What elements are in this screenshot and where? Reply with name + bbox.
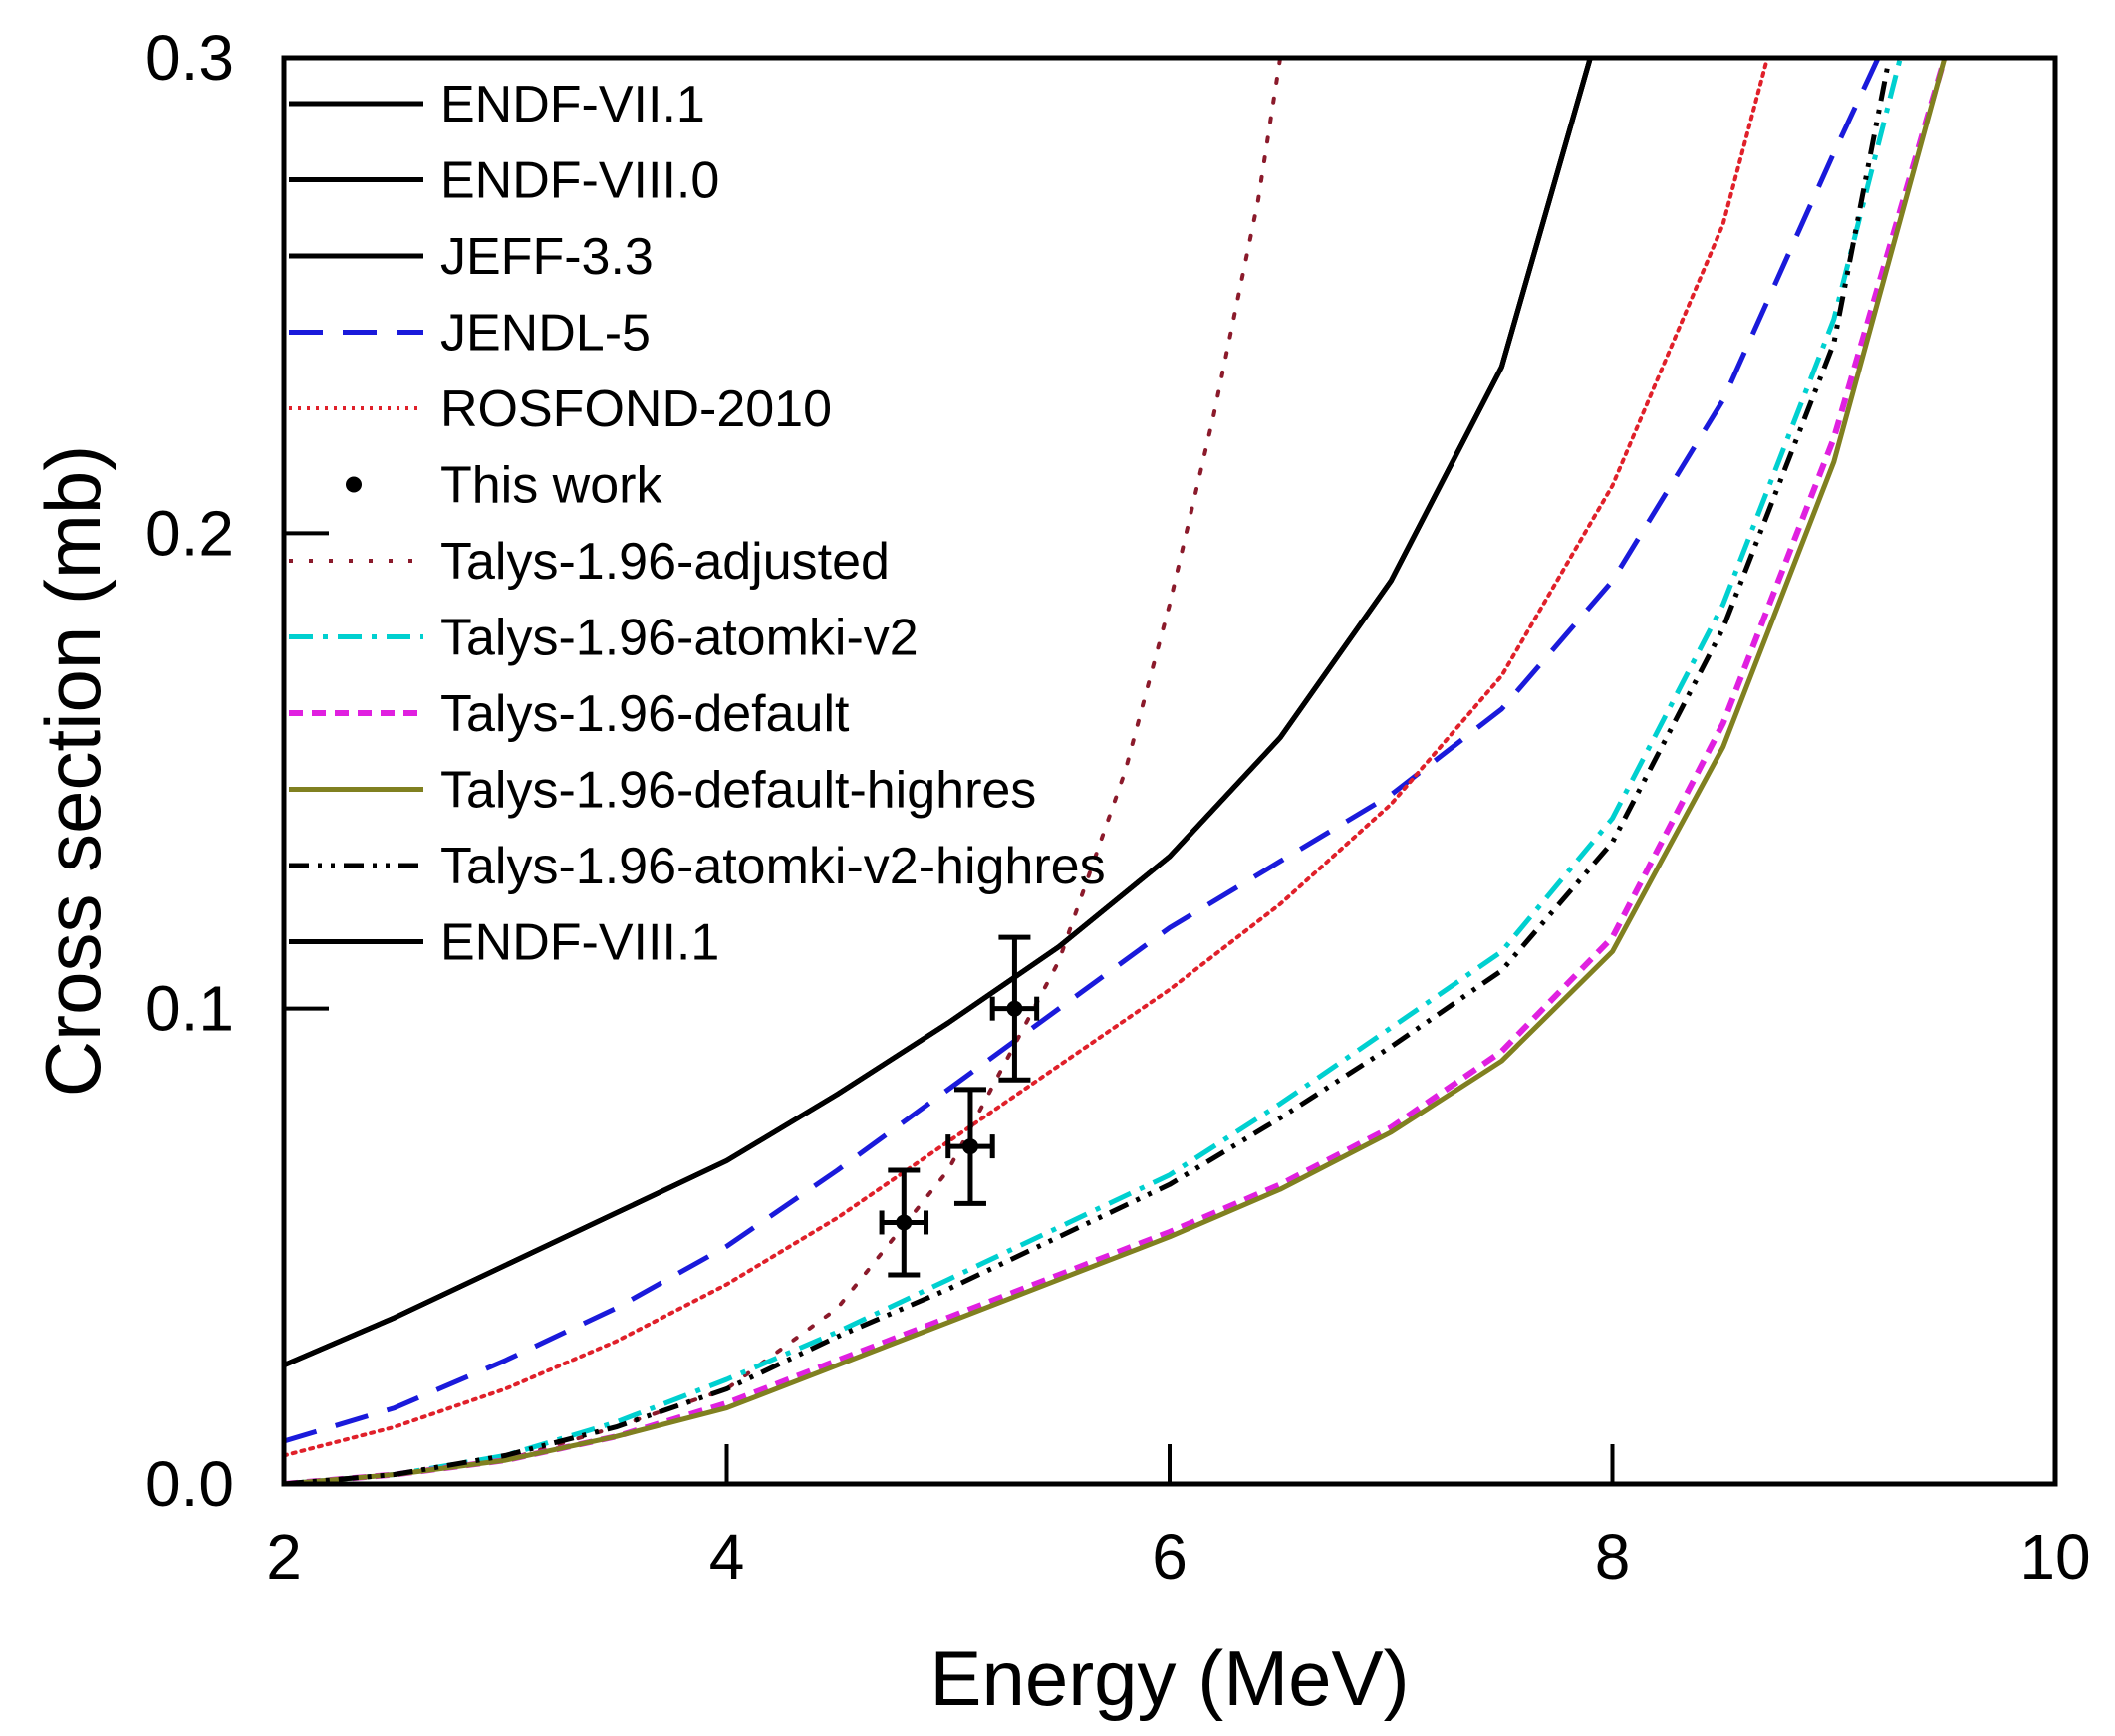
legend-entry: JEFF-3.3 [289, 228, 654, 286]
series-line [284, 58, 1892, 1484]
point-marker [896, 1214, 913, 1231]
x-tick-label: 10 [2019, 1521, 2090, 1593]
data-point [879, 1167, 929, 1278]
point-marker [961, 1138, 978, 1155]
legend-entry: Talys-1.96-default [289, 685, 850, 743]
legend-label: ENDF-VIII.0 [440, 152, 719, 210]
legend-marker [346, 476, 362, 493]
legend-label: Talys-1.96-default-highres [440, 762, 1036, 820]
series-layer [284, 58, 1948, 1484]
legend-entry: Talys-1.96-atomki-v2 [289, 610, 919, 667]
legend: ENDF-VII.1 ENDF-VIII.0 JEFF-3.3 JENDL-5 ROSF… [289, 76, 1106, 972]
legend-label: JEFF-3.3 [440, 228, 654, 286]
legend-entry: Talys-1.96-adjusted [289, 533, 890, 591]
legend-label: Talys-1.96-default [440, 685, 850, 743]
legend-entry: Talys-1.96-default-highres [289, 762, 1036, 820]
series-line [284, 58, 1593, 1367]
x-tick-label: 4 [709, 1521, 745, 1593]
x-tick-label: 2 [266, 1521, 302, 1593]
tick-layer: 2 4 6 8 10 0.0 0.1 0.2 0.3 [145, 22, 2091, 1593]
series-line [284, 58, 1948, 1484]
data-point [989, 934, 1040, 1083]
legend-entry: This work [346, 457, 662, 515]
x-tick-label: 8 [1595, 1521, 1631, 1593]
legend-label: JENDL-5 [440, 305, 651, 363]
point-marker [1006, 1000, 1023, 1017]
legend-entry: Talys-1.96-atomki-v2-highres [289, 838, 1106, 895]
legend-entry: ROSFOND-2010 [289, 380, 832, 438]
errorbar-layer [879, 934, 1040, 1278]
legend-label: ROSFOND-2010 [440, 380, 832, 438]
legend-entry: ENDF-VII.1 [289, 76, 705, 133]
series-line [284, 58, 1881, 1444]
y-tick-label: 0.3 [145, 22, 234, 94]
legend-label: Talys-1.96-atomki-v2-highres [440, 838, 1106, 895]
legend-entry: ENDF-VIII.0 [289, 152, 719, 210]
legend-label: ENDF-VII.1 [440, 76, 705, 133]
legend-label: This work [440, 457, 662, 515]
legend-label: Talys-1.96-atomki-v2 [440, 610, 919, 667]
data-point [945, 1087, 995, 1206]
legend-label: Talys-1.96-adjusted [440, 533, 890, 591]
legend-entry: ENDF-VIII.1 [289, 914, 719, 972]
y-tick-label: 0.0 [145, 1448, 234, 1520]
y-tick-label: 0.1 [145, 973, 234, 1045]
series-line [284, 58, 1770, 1458]
x-axis-title: Energy (MeV) [929, 1634, 1409, 1722]
y-axis-title: Cross section (mb) [29, 445, 117, 1097]
x-tick-label: 6 [1152, 1521, 1188, 1593]
legend-label: ENDF-VIII.1 [440, 914, 719, 972]
legend-entry: JENDL-5 [289, 305, 651, 363]
y-tick-label: 0.2 [145, 497, 234, 569]
